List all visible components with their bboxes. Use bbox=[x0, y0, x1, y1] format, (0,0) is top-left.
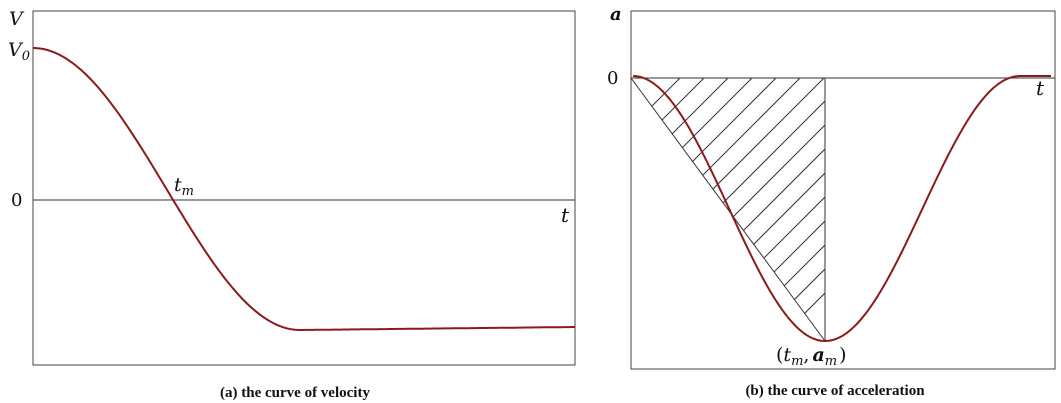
hatch-line bbox=[759, 78, 825, 341]
velocity-caption: (a) the curve of velocity bbox=[220, 385, 370, 401]
min-point-label: (tm, am) bbox=[776, 344, 847, 369]
velocity-tm-label: tm bbox=[174, 174, 194, 199]
hatch-line bbox=[663, 78, 825, 341]
tangent-line bbox=[630, 77, 826, 342]
panel-velocity: V V0 0 t tm (a) the curve of velocity bbox=[8, 8, 576, 401]
hatch-line bbox=[639, 78, 825, 341]
acceleration-zero-label: 0 bbox=[607, 68, 618, 89]
hatch-line bbox=[735, 78, 825, 341]
hatch-line bbox=[631, 78, 681, 341]
hatch-line bbox=[631, 78, 825, 341]
hatch-line bbox=[687, 78, 825, 341]
acceleration-plot-frame bbox=[630, 10, 1056, 370]
hatch-line bbox=[711, 78, 825, 341]
panel-acceleration: a 0 t (tm, am) (b) the curve of accelerat… bbox=[607, 4, 1056, 399]
velocity-initial-label: V0 bbox=[8, 39, 30, 64]
velocity-plot-frame bbox=[32, 10, 576, 366]
velocity-curve bbox=[33, 47, 575, 331]
velocity-time-axis-label: t bbox=[561, 203, 570, 227]
hatch-line bbox=[631, 78, 753, 341]
hatched-area bbox=[631, 78, 825, 341]
acceleration-caption: (b) the curve of acceleration bbox=[745, 383, 925, 399]
velocity-zero-label: 0 bbox=[11, 190, 22, 211]
acceleration-time-axis-label: t bbox=[1036, 76, 1045, 100]
hatch-line bbox=[631, 78, 825, 341]
hatch-line bbox=[631, 78, 729, 341]
acceleration-y-axis-label: a bbox=[610, 4, 622, 25]
velocity-y-axis-label: V bbox=[9, 8, 25, 30]
acceleration-curve bbox=[632, 75, 1051, 343]
